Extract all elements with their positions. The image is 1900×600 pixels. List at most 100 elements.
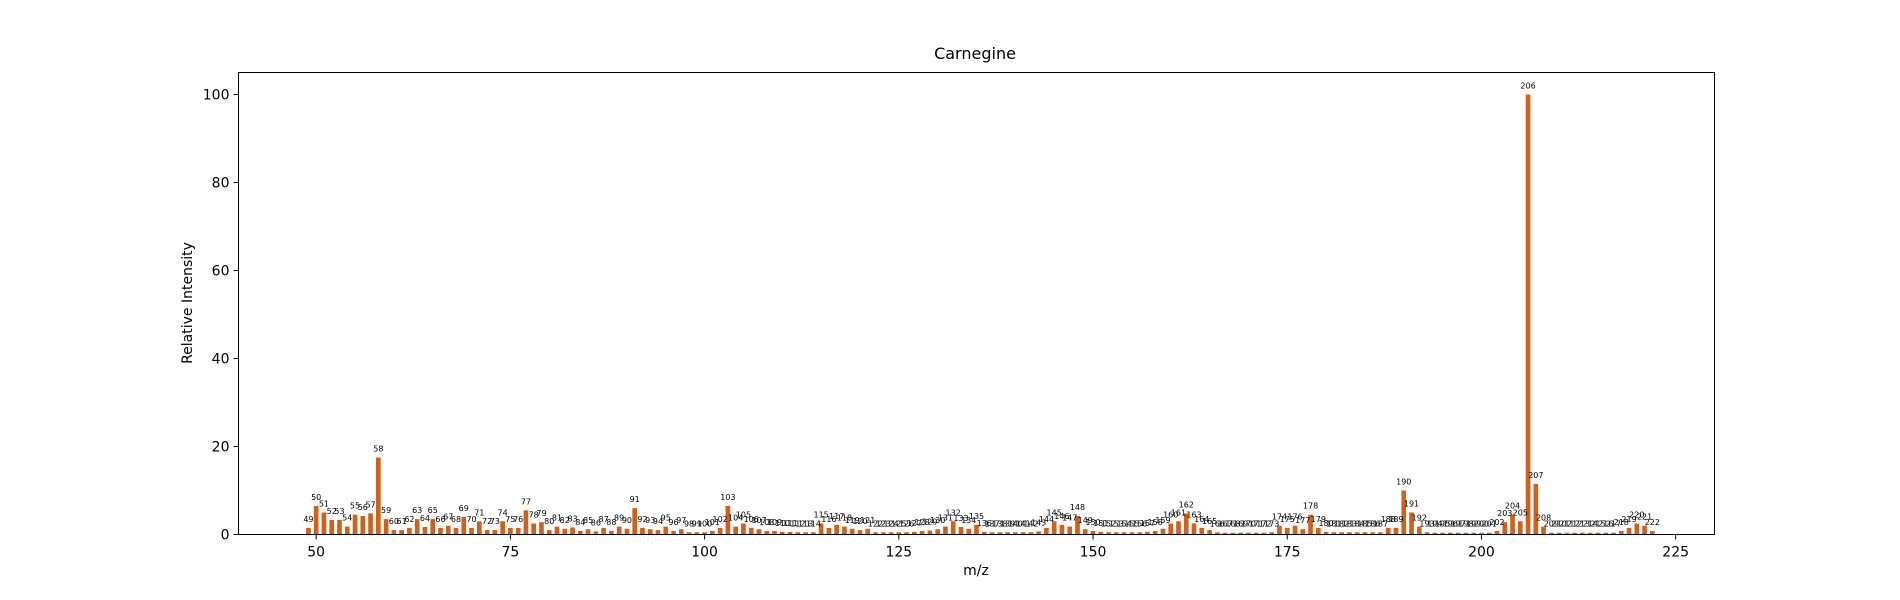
bar-mz-73 bbox=[492, 530, 498, 535]
peak-label-mz-130: 130 bbox=[930, 516, 945, 525]
bar-mz-180 bbox=[1323, 531, 1329, 535]
peak-label-mz-157: 157 bbox=[1140, 519, 1155, 528]
peak-label-mz-103: 103 bbox=[720, 493, 735, 502]
bar-mz-210 bbox=[1556, 532, 1562, 535]
bar-mz-100 bbox=[702, 532, 707, 535]
peak-label-mz-127: 127 bbox=[907, 519, 922, 528]
bar-mz-154 bbox=[1121, 532, 1127, 535]
bar-mz-109 bbox=[772, 530, 777, 535]
peak-label-mz-186: 186 bbox=[1365, 519, 1380, 528]
bar-mz-162 bbox=[1183, 513, 1189, 535]
bar-mz-139 bbox=[1005, 532, 1010, 535]
bar-mz-84 bbox=[577, 530, 583, 535]
peak-label-mz-172: 172 bbox=[1256, 520, 1271, 529]
peak-label-mz-212: 212 bbox=[1567, 520, 1582, 529]
peak-label-mz-129: 129 bbox=[922, 518, 937, 527]
bar-mz-52 bbox=[329, 519, 335, 535]
bar-mz-213 bbox=[1580, 532, 1585, 535]
peak-label-mz-100: 100 bbox=[697, 519, 712, 528]
bar-mz-208 bbox=[1541, 526, 1546, 535]
peak-label-mz-181: 181 bbox=[1326, 519, 1341, 528]
bar-mz-167 bbox=[1222, 532, 1228, 535]
bar-mz-145 bbox=[1051, 521, 1057, 535]
bar-mz-55 bbox=[352, 514, 358, 535]
bar-mz-157 bbox=[1145, 531, 1150, 535]
peak-label-mz-65: 65 bbox=[428, 506, 438, 515]
peak-label-mz-220: 220 bbox=[1629, 511, 1644, 520]
peak-label-mz-161: 161 bbox=[1171, 508, 1186, 517]
peak-label-mz-97: 97 bbox=[676, 516, 686, 525]
bar-mz-80 bbox=[546, 530, 552, 535]
peak-label-mz-54: 54 bbox=[342, 514, 352, 523]
bar-mz-181 bbox=[1331, 532, 1337, 535]
bar-mz-98 bbox=[686, 532, 692, 535]
peak-label-mz-94: 94 bbox=[653, 517, 663, 526]
peak-label-mz-173: 173 bbox=[1264, 519, 1279, 528]
peak-label-mz-108: 108 bbox=[759, 518, 774, 527]
peak-label-mz-62: 62 bbox=[404, 515, 414, 524]
bar-mz-94 bbox=[655, 530, 661, 535]
peak-label-mz-81: 81 bbox=[552, 514, 562, 523]
bar-mz-185 bbox=[1362, 532, 1368, 535]
bar-mz-204 bbox=[1510, 514, 1515, 535]
bar-mz-104 bbox=[733, 526, 739, 535]
bar-mz-189 bbox=[1393, 527, 1399, 535]
peak-label-mz-203: 203 bbox=[1497, 509, 1512, 518]
x-axis: 50 75 100 125 150 175 200 225 bbox=[307, 534, 1689, 561]
peak-label-mz-205: 205 bbox=[1513, 508, 1528, 517]
peak-label-mz-196: 196 bbox=[1443, 520, 1458, 529]
peak-label-mz-145: 145 bbox=[1047, 508, 1062, 517]
bar-mz-175 bbox=[1284, 527, 1290, 535]
peak-label-mz-106: 106 bbox=[744, 515, 759, 524]
bar-mz-184 bbox=[1354, 532, 1360, 535]
peak-label-mz-98: 98 bbox=[684, 519, 694, 528]
bar-mz-193 bbox=[1424, 532, 1430, 535]
bar-mz-137 bbox=[989, 532, 995, 535]
bar-mz-169 bbox=[1238, 532, 1243, 535]
bar-mz-218 bbox=[1618, 530, 1624, 535]
peak-label-mz-107: 107 bbox=[751, 516, 766, 525]
x-tick-label-200: 200 bbox=[1468, 545, 1495, 561]
peak-label-mz-147: 147 bbox=[1062, 514, 1077, 523]
peak-label-mz-143: 143 bbox=[1031, 518, 1046, 527]
peak-label-mz-69: 69 bbox=[459, 504, 469, 513]
bar-mz-82 bbox=[562, 528, 568, 535]
peak-label-mz-144: 144 bbox=[1039, 515, 1054, 524]
bar-mz-124 bbox=[888, 532, 894, 535]
bar-mz-161 bbox=[1176, 521, 1181, 535]
bar-mz-76 bbox=[515, 527, 521, 535]
bar-mz-64 bbox=[422, 527, 428, 535]
bar-mz-215 bbox=[1595, 532, 1601, 535]
bar-mz-102 bbox=[717, 527, 723, 535]
peak-label-mz-102: 102 bbox=[712, 515, 727, 524]
bar-mz-66 bbox=[438, 527, 443, 535]
peak-label-mz-150: 150 bbox=[1085, 518, 1100, 527]
peak-label-mz-79: 79 bbox=[536, 509, 546, 518]
peak-label-mz-76: 76 bbox=[513, 515, 523, 524]
bar-mz-106 bbox=[748, 527, 754, 535]
bar-mz-186 bbox=[1370, 532, 1376, 535]
bar-mz-149 bbox=[1082, 529, 1088, 535]
bar-mz-68 bbox=[453, 527, 459, 535]
bar-mz-153 bbox=[1114, 532, 1119, 535]
bar-mz-90 bbox=[624, 528, 630, 535]
bar-mz-134 bbox=[966, 528, 972, 535]
peak-label-mz-135: 135 bbox=[969, 512, 984, 521]
bar-mz-165 bbox=[1207, 530, 1212, 535]
peak-label-mz-95: 95 bbox=[661, 514, 671, 523]
peak-label-mz-184: 184 bbox=[1350, 519, 1365, 528]
bar-mz-141 bbox=[1020, 532, 1026, 535]
bar-mz-62 bbox=[407, 527, 412, 535]
bar-mz-127 bbox=[912, 531, 917, 535]
peak-label-mz-58: 58 bbox=[373, 445, 383, 454]
peak-label-mz-190: 190 bbox=[1396, 478, 1411, 487]
y-tick-label-40: 40 bbox=[212, 352, 230, 368]
peak-label-mz-199: 199 bbox=[1466, 520, 1481, 529]
peak-label-mz-96: 96 bbox=[668, 518, 678, 527]
peak-label-mz-64: 64 bbox=[420, 514, 430, 523]
peak-label-mz-52: 52 bbox=[327, 507, 337, 516]
bar-mz-150 bbox=[1090, 530, 1096, 535]
x-tick-label-225: 225 bbox=[1662, 545, 1689, 561]
bar-mz-136 bbox=[981, 531, 987, 535]
bar-mz-156 bbox=[1137, 532, 1142, 535]
